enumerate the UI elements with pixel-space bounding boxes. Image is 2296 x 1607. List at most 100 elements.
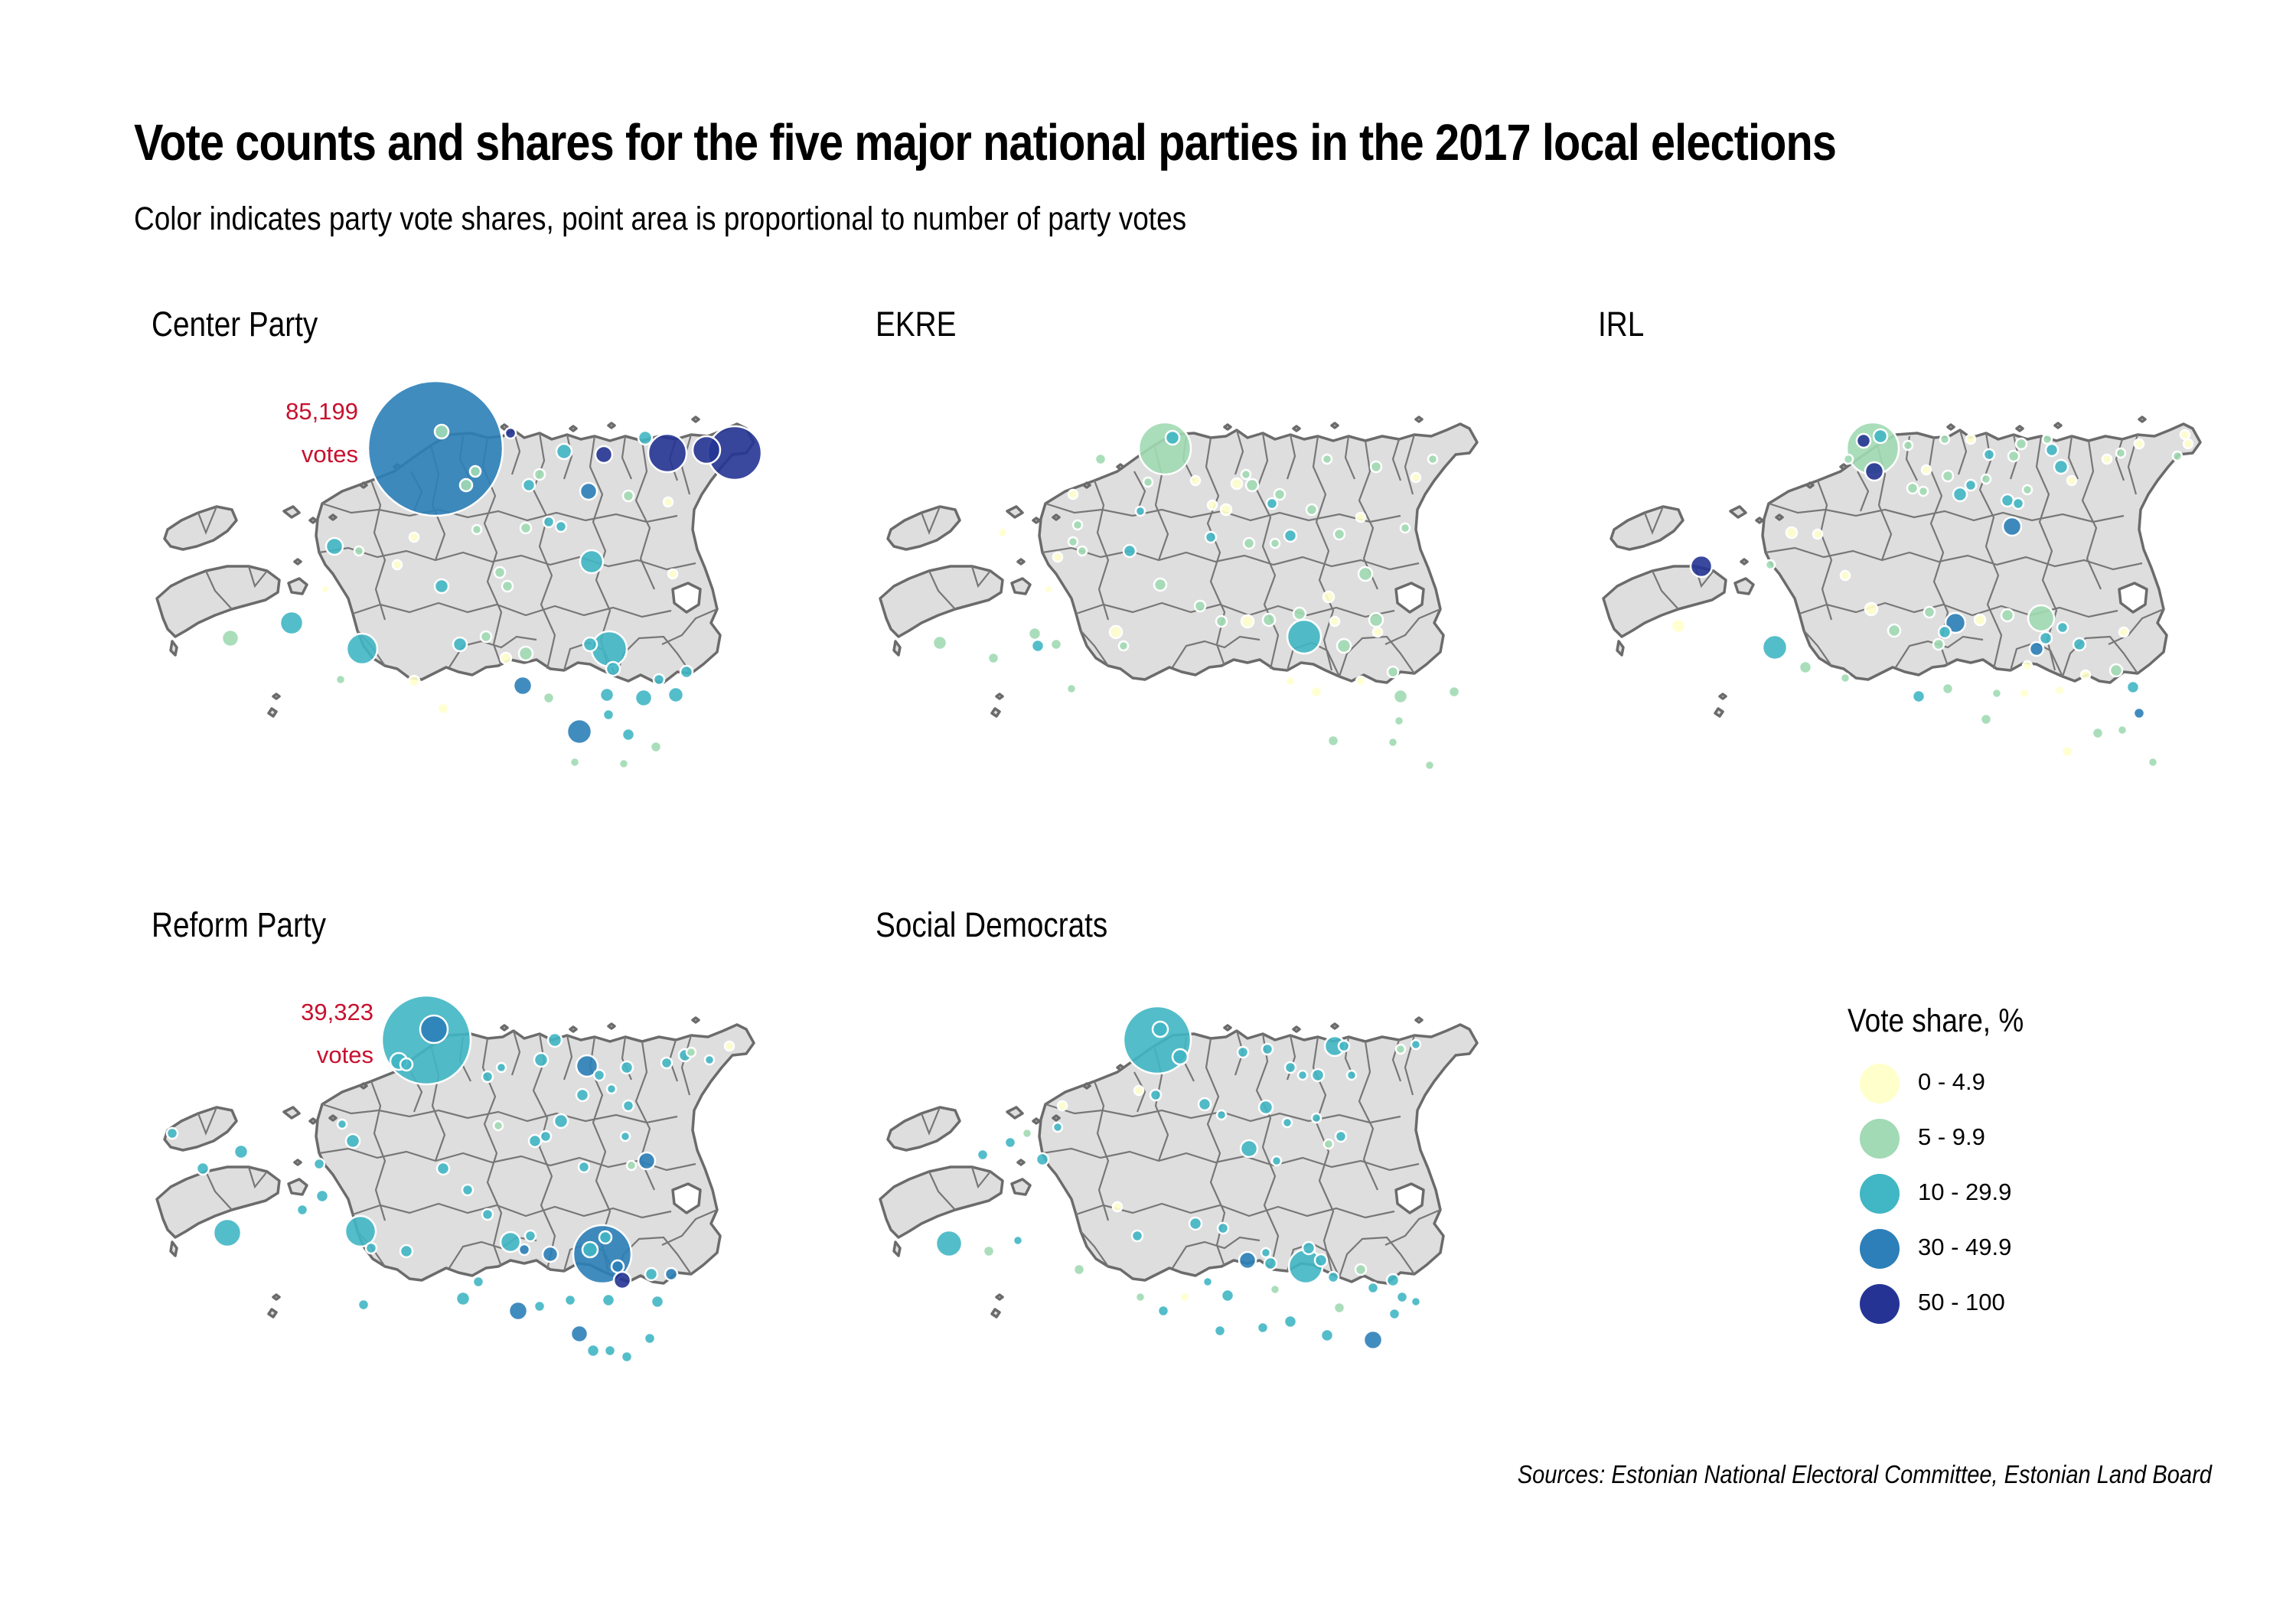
- municipality-bubble: [976, 1148, 990, 1162]
- municipality-bubble: [1319, 1328, 1335, 1343]
- municipality-bubble: [1043, 584, 1054, 595]
- municipality-bubble: [1345, 1069, 1358, 1081]
- municipality-bubble: [2101, 453, 2113, 465]
- municipality-bubble: [1052, 1121, 1064, 1133]
- municipality-bubble: [1265, 497, 1279, 510]
- municipality-bubble: [468, 464, 482, 478]
- municipality-bubble: [407, 674, 421, 688]
- islet: [569, 425, 578, 432]
- estonia-outline: [155, 1016, 755, 1319]
- municipality-bubble: [2007, 449, 2020, 463]
- municipality-bubble: [637, 429, 654, 446]
- municipality-bubble: [1003, 1136, 1017, 1149]
- municipality-border: [1358, 1041, 1379, 1191]
- municipality-bubble: [1283, 1314, 1298, 1329]
- municipality-border: [920, 1107, 941, 1136]
- municipality-bubble: [1371, 626, 1384, 638]
- municipality-bubble: [1242, 536, 1256, 550]
- municipality-bubble: [455, 1290, 471, 1307]
- muhu-island: [1010, 577, 1032, 595]
- legend: Vote share, % 0 - 4.9 5 - 9.9 10 - 29.9 …: [1844, 1002, 2120, 1339]
- municipality-bubble: [1313, 1253, 1329, 1268]
- saaremaa-island: [879, 565, 1004, 638]
- municipality-bubble: [279, 610, 305, 636]
- municipality-bubble: [1864, 461, 1885, 482]
- legend-label: 10 - 29.9: [1918, 1178, 2012, 1205]
- municipality-bubble: [512, 675, 533, 696]
- municipality-border: [2035, 435, 2058, 671]
- sorve-peninsula: [169, 640, 178, 657]
- municipality-bubble: [1964, 478, 1978, 492]
- municipality-bubble: [563, 1293, 577, 1307]
- islet: [607, 422, 616, 429]
- municipality-bubble: [1137, 421, 1192, 476]
- municipality-bubble: [504, 426, 517, 440]
- panel-title-reform-party: Reform Party: [152, 905, 326, 944]
- municipality-bubble: [667, 568, 679, 580]
- municipality-bubble: [1410, 1296, 1422, 1308]
- municipality-bubble: [601, 1292, 616, 1308]
- municipality-bubble: [621, 727, 636, 742]
- municipality-bubble: [1326, 1270, 1340, 1284]
- vormsi-island: [1006, 505, 1024, 519]
- municipality-bubble: [1230, 477, 1244, 491]
- municipality-bubble: [1027, 626, 1042, 641]
- islet: [1116, 463, 1125, 471]
- municipality-bubble: [1322, 1138, 1335, 1150]
- municipality-bubble: [1164, 429, 1181, 446]
- municipality-bubble: [399, 1244, 414, 1259]
- islet: [308, 517, 318, 524]
- municipality-bubble: [2000, 493, 2015, 508]
- municipality-bubble: [1394, 1043, 1407, 1055]
- municipality-border: [563, 1035, 573, 1081]
- municipality-bubble: [1944, 611, 1967, 634]
- municipality-border: [661, 608, 718, 645]
- municipality-bubble: [603, 1344, 617, 1358]
- municipality-border: [1075, 1202, 1395, 1219]
- islet: [1292, 425, 1301, 432]
- municipality-border: [247, 566, 268, 588]
- islet: [308, 1117, 318, 1125]
- municipality-bubble: [546, 1032, 563, 1048]
- municipality-bubble: [2179, 429, 2191, 441]
- municipality-bubble: [598, 686, 615, 703]
- municipality-bubble: [1134, 505, 1146, 517]
- municipality-bubble: [1309, 685, 1323, 699]
- municipality-bubble: [1941, 682, 1955, 696]
- municipality-bubble: [1052, 551, 1064, 563]
- islet: [359, 481, 368, 489]
- municipality-bubble: [575, 1087, 590, 1103]
- municipality-border: [563, 434, 573, 480]
- municipality-bubble: [364, 1241, 378, 1255]
- municipality-border: [1978, 432, 2003, 670]
- municipality-bubble: [1239, 1139, 1259, 1159]
- legend-title: Vote share, %: [1848, 1002, 2024, 1039]
- municipality-border: [510, 1030, 521, 1076]
- municipality-bubble: [2027, 604, 2056, 633]
- municipality-border: [321, 1103, 678, 1124]
- municipality-bubble: [1273, 487, 1287, 501]
- municipality-bubble: [1130, 1229, 1144, 1243]
- islet: [500, 423, 509, 431]
- municipality-bubble: [581, 1240, 599, 1259]
- map-reform-party: [155, 994, 755, 1364]
- islet: [1016, 1159, 1026, 1166]
- municipality-bubble: [1939, 433, 1951, 445]
- municipality-bubble: [195, 1161, 210, 1176]
- municipality-bubble: [685, 1046, 697, 1058]
- municipality-bubble: [1071, 519, 1084, 531]
- municipality-bubble: [521, 478, 536, 493]
- municipality-bubble: [1021, 1127, 1033, 1139]
- municipality-bubble: [594, 445, 614, 464]
- municipality-bubble: [612, 1270, 632, 1290]
- municipality-bubble: [621, 489, 635, 503]
- municipality-bubble: [542, 515, 556, 529]
- municipality-bubble: [336, 1118, 348, 1130]
- municipality-border: [1172, 635, 1261, 668]
- municipality-bubble: [507, 1300, 529, 1322]
- municipality-bubble: [982, 1244, 996, 1258]
- vormsi-island: [282, 1106, 301, 1120]
- municipality-bubble: [585, 1343, 601, 1358]
- municipality-bubble: [1072, 1263, 1086, 1276]
- municipality-border: [197, 506, 218, 535]
